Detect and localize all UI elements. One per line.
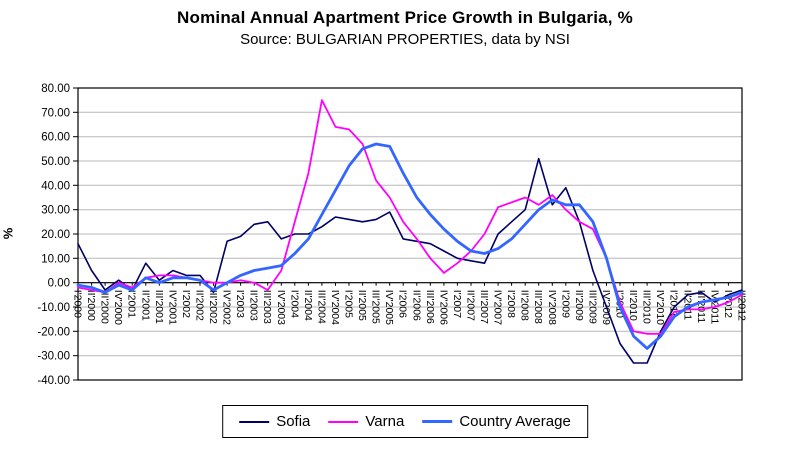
chart-subtitle: Source: BULGARIAN PROPERTIES, data by NS… xyxy=(240,31,570,48)
x-tick-label: III'2004 xyxy=(315,290,327,324)
y-tick-label: 40.00 xyxy=(41,180,70,192)
y-tick-label: 50.00 xyxy=(41,156,70,168)
x-tick-label: II'2004 xyxy=(302,290,314,321)
x-tick-label: IV'2003 xyxy=(275,290,287,325)
x-tick-label: I'2000 xyxy=(72,290,84,318)
x-tick-label: II'2003 xyxy=(248,290,260,321)
x-tick-label: III'2005 xyxy=(370,290,382,324)
legend-label-sofia: Sofia xyxy=(276,413,311,430)
x-tick-label: II'2010 xyxy=(627,290,639,321)
x-tick-label: III'2009 xyxy=(586,290,598,324)
x-tick-label: III'2003 xyxy=(261,290,273,324)
y-tick-label: -40.00 xyxy=(37,375,70,387)
y-tick-label: -30.00 xyxy=(37,351,70,363)
x-tick-label: I'2009 xyxy=(559,290,571,318)
y-tick-label: 70.00 xyxy=(41,107,70,119)
x-tick-label: II'2007 xyxy=(465,290,477,321)
x-tick-label: IV'2001 xyxy=(166,290,178,325)
series-line-sofia xyxy=(77,157,743,364)
y-tick-label: -10.00 xyxy=(37,302,70,314)
x-tick-label: III'2000 xyxy=(99,290,111,324)
legend-item-sofia: Sofia xyxy=(239,413,310,430)
x-tick-label: III'2010 xyxy=(641,290,653,324)
y-tick-label: -20.00 xyxy=(37,326,70,338)
x-tick-label: II'2006 xyxy=(410,290,422,321)
x-tick-label: I'2008 xyxy=(505,290,517,318)
x-tick-label: IV'2005 xyxy=(383,290,395,325)
legend-label-country-average: Country Average xyxy=(459,413,571,430)
y-tick-label: 60.00 xyxy=(41,132,70,144)
x-tick-label: I'2001 xyxy=(126,290,138,318)
x-tick-label: IV'2002 xyxy=(221,290,233,325)
x-tick-label: I'2006 xyxy=(397,290,409,318)
y-tick-label: 30.00 xyxy=(41,205,70,217)
x-tick-label: IV'2000 xyxy=(112,290,124,325)
x-tick-label: IV'2004 xyxy=(329,290,341,325)
x-tick-label: I'2005 xyxy=(343,290,355,318)
x-tick-label: II'2000 xyxy=(85,290,97,321)
x-tick-label: IV'2007 xyxy=(492,290,504,325)
x-tick-label: IV'2008 xyxy=(546,290,558,325)
x-tick-label: I'2002 xyxy=(180,290,192,318)
x-tick-label: IV'2006 xyxy=(437,290,449,325)
x-tick-label: II'2001 xyxy=(139,290,151,321)
x-tick-label: III'2001 xyxy=(153,290,165,324)
x-tick-label: I'2011 xyxy=(668,290,680,318)
x-tick-label: II'2008 xyxy=(519,290,531,321)
x-tick-label: I'2007 xyxy=(451,290,463,318)
x-tick-label: III'2011 xyxy=(695,290,707,323)
chart-title: Nominal Annual Apartment Price Growth in… xyxy=(177,8,633,27)
y-tick-label: 0.00 xyxy=(48,278,70,290)
legend-line-swatch-country-average xyxy=(422,420,453,423)
legend-line-swatch-varna xyxy=(328,420,359,423)
legend-item-country-average: Country Average xyxy=(422,413,571,430)
x-tick-label: III'2008 xyxy=(532,290,544,324)
x-tick-label: I'2003 xyxy=(234,290,246,318)
x-tick-label: III'2002 xyxy=(207,290,219,324)
y-tick-label: 20.00 xyxy=(41,229,70,241)
legend-item-varna: Varna xyxy=(328,413,404,430)
x-tick-label: III'2006 xyxy=(424,290,436,324)
x-tick-label: II'2005 xyxy=(356,290,368,321)
legend-line-swatch-sofia xyxy=(239,420,270,423)
legend-label-varna: Varna xyxy=(365,413,405,430)
x-tick-label: IV'2010 xyxy=(654,290,666,325)
x-tick-label: II'2002 xyxy=(194,290,206,321)
x-tick-label: III'2007 xyxy=(478,290,490,324)
series-line-country-average xyxy=(76,142,744,350)
x-tick-label: II'2009 xyxy=(573,290,585,321)
y-tick-label: 10.00 xyxy=(41,253,70,265)
legend: Sofia Varna Country Average xyxy=(222,405,588,438)
x-tick-label: I'2004 xyxy=(288,290,300,318)
y-tick-label: 80.00 xyxy=(41,83,70,95)
